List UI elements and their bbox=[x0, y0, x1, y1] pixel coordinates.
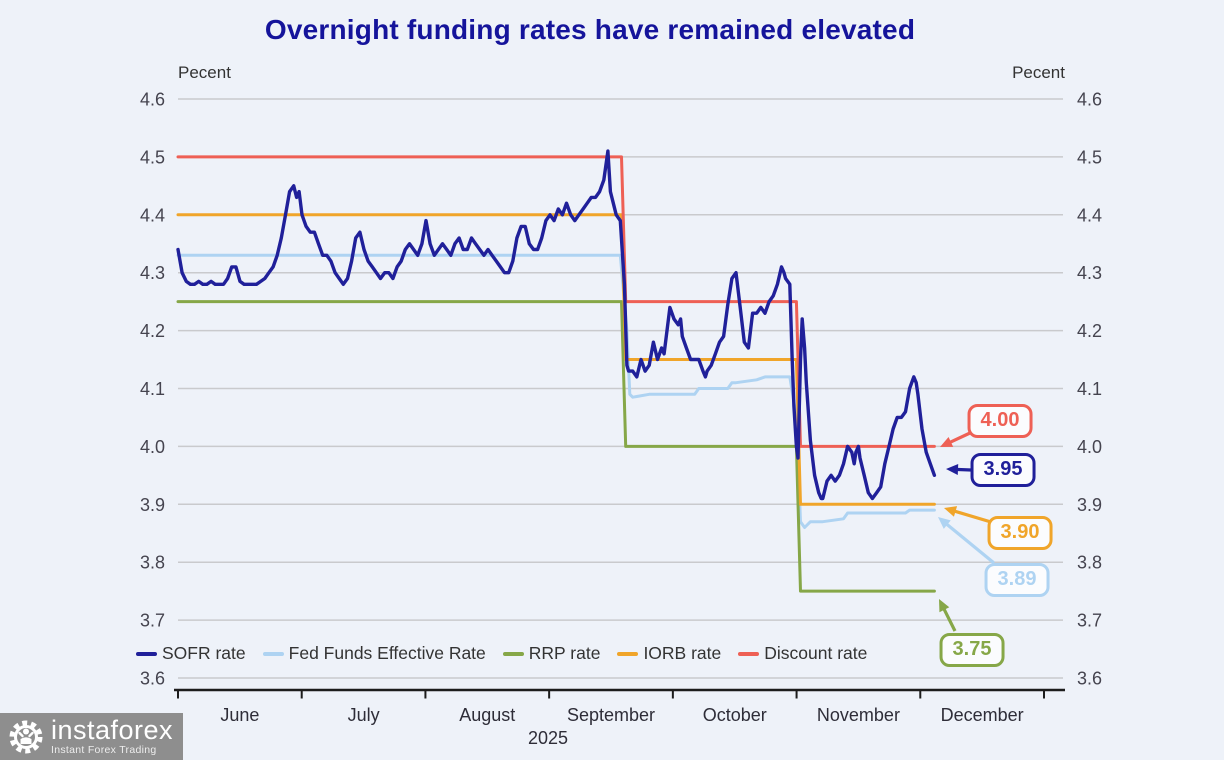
y-tick-label-left: 3.6 bbox=[140, 669, 165, 689]
callout-arrow-line bbox=[952, 509, 992, 524]
callout-rrp-rate: 3.75 bbox=[939, 633, 1005, 667]
person-head bbox=[23, 728, 29, 734]
callout-arrowhead bbox=[946, 463, 959, 475]
callout-arrow-line bbox=[941, 606, 957, 632]
brand-name: instaforex bbox=[51, 715, 174, 746]
legend-item-fed-funds-effective-rate: Fed Funds Effective Rate bbox=[262, 643, 486, 664]
legend-item-discount-rate: Discount rate bbox=[738, 643, 867, 664]
legend-item-iorb-rate: IORB rate bbox=[617, 643, 721, 664]
callout-arrowhead bbox=[940, 436, 954, 447]
legend-dash-icon bbox=[136, 651, 157, 656]
legend-dash-icon bbox=[617, 651, 639, 656]
y-tick-label-right: 4.5 bbox=[1077, 147, 1102, 167]
legend-dash-icon bbox=[738, 651, 760, 656]
y-tick-label-right: 3.9 bbox=[1077, 495, 1102, 515]
x-tick-label-month: August bbox=[459, 705, 515, 725]
person-body bbox=[20, 736, 32, 744]
legend-item-rrp-rate: RRP rate bbox=[502, 643, 601, 664]
chart-title: Overnight funding rates have remained el… bbox=[264, 14, 916, 45]
callout-arrowhead bbox=[939, 599, 950, 613]
y-tick-label-left: 4.0 bbox=[140, 437, 165, 457]
x-tick-label-month: September bbox=[567, 705, 655, 725]
person-arms bbox=[18, 731, 34, 737]
y-tick-label-left: 4.3 bbox=[140, 263, 165, 283]
y-axis-unit-right: Pecent bbox=[1012, 63, 1065, 82]
y-tick-label-right: 4.3 bbox=[1077, 263, 1102, 283]
y-tick-label-right: 3.6 bbox=[1077, 669, 1102, 689]
y-tick-label-left: 3.8 bbox=[140, 553, 165, 573]
y-tick-label-right: 3.8 bbox=[1077, 553, 1102, 573]
legend-label: Fed Funds Effective Rate bbox=[288, 643, 486, 663]
y-tick-label-left: 4.2 bbox=[140, 321, 165, 341]
legend-item-sofr-rate: SOFR rate bbox=[136, 643, 246, 664]
y-tick-label-right: 4.2 bbox=[1077, 321, 1102, 341]
series-line-iorb-rate bbox=[176, 213, 936, 506]
instaforex-logo: instaforex Instant Forex Trading bbox=[0, 713, 183, 760]
y-tick-label-left: 3.7 bbox=[140, 611, 165, 631]
brand-tagline: Instant Forex Trading bbox=[51, 744, 157, 757]
legend-dash-icon bbox=[262, 651, 284, 656]
callout-sofr-rate: 3.95 bbox=[970, 453, 1036, 487]
series-line-sofr-rate bbox=[176, 149, 937, 501]
callout-arrow-line bbox=[947, 431, 971, 445]
legend-label: SOFR rate bbox=[162, 643, 246, 663]
callout-discount-rate: 4.00 bbox=[967, 404, 1033, 438]
x-tick-label-month: October bbox=[703, 705, 767, 725]
callout-arrowhead bbox=[944, 506, 958, 517]
legend: SOFR rate Fed Funds Effective Rate RRP rat… bbox=[136, 643, 867, 664]
series-line-discount-rate bbox=[176, 155, 936, 448]
callout-arrowhead bbox=[938, 517, 951, 529]
x-tick-label-month: December bbox=[941, 705, 1024, 725]
x-axis-year-label: 2025 bbox=[527, 728, 569, 748]
y-tick-label-right: 4.6 bbox=[1077, 90, 1102, 110]
legend-label: Discount rate bbox=[764, 643, 868, 663]
y-tick-label-left: 4.4 bbox=[140, 205, 165, 225]
y-tick-label-right: 4.4 bbox=[1077, 205, 1102, 225]
y-tick-label-right: 3.7 bbox=[1077, 611, 1102, 631]
x-tick-label-month: July bbox=[348, 705, 380, 725]
y-tick-label-left: 4.6 bbox=[140, 90, 165, 110]
series-line-rrp-rate bbox=[176, 300, 936, 593]
series-line-fed-funds-effective-rate bbox=[176, 253, 936, 529]
callout-fed-funds-effective-rate: 3.89 bbox=[984, 563, 1050, 597]
y-tick-label-left: 3.9 bbox=[140, 495, 165, 515]
y-tick-label-left: 4.1 bbox=[140, 379, 165, 399]
instaforex-gear-icon bbox=[9, 720, 43, 753]
legend-label: RRP rate bbox=[528, 643, 601, 663]
callout-arrow-line bbox=[943, 521, 996, 565]
y-tick-label-right: 4.1 bbox=[1077, 379, 1102, 399]
y-axis-unit-left: Pecent bbox=[178, 63, 231, 82]
x-tick-label-month: November bbox=[817, 705, 900, 725]
legend-label: IORB rate bbox=[643, 643, 722, 663]
legend-dash-icon bbox=[502, 651, 524, 656]
x-tick-label-month: June bbox=[220, 705, 259, 725]
y-tick-label-left: 4.5 bbox=[140, 147, 165, 167]
callout-iorb-rate: 3.90 bbox=[987, 516, 1053, 550]
y-tick-label-right: 4.0 bbox=[1077, 437, 1102, 457]
